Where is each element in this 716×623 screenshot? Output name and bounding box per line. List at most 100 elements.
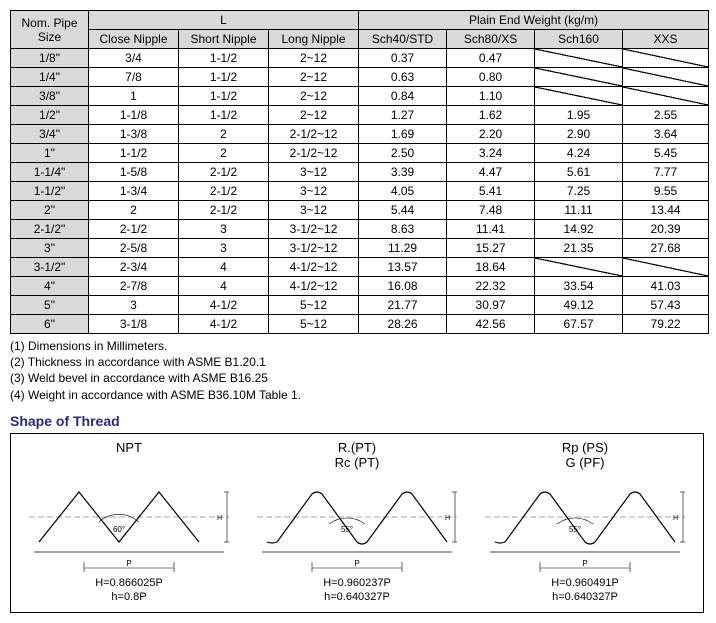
- table-cell: 16.08: [359, 277, 447, 296]
- table-cell: 0.84: [359, 87, 447, 106]
- table-cell: 4.47: [447, 163, 535, 182]
- table-cell: 21.35: [535, 239, 623, 258]
- table-cell: 0.80: [447, 68, 535, 87]
- table-cell: 2-7/8: [89, 277, 179, 296]
- table-cell: 9.55: [623, 182, 709, 201]
- table-cell: 2~12: [269, 87, 359, 106]
- table-cell: 15.27: [447, 239, 535, 258]
- table-cell: 28.26: [359, 315, 447, 334]
- table-cell: 2.20: [447, 125, 535, 144]
- table-cell: 2.50: [359, 144, 447, 163]
- table-row-size: 3": [11, 239, 89, 258]
- table-cell: 5.44: [359, 201, 447, 220]
- table-cell: 5~12: [269, 296, 359, 315]
- table-cell: 2: [179, 144, 269, 163]
- table-cell: 4-1/2: [179, 296, 269, 315]
- table-cell: 3: [89, 296, 179, 315]
- table-cell: [623, 87, 709, 106]
- table-row-size: 3/8": [11, 87, 89, 106]
- thread-label: Rp (PS)G (PF): [475, 440, 695, 472]
- table-row-size: 2-1/2": [11, 220, 89, 239]
- pipe-table: Nom. Pipe Size L Plain End Weight (kg/m)…: [10, 10, 709, 334]
- table-cell: 1.62: [447, 106, 535, 125]
- svg-text:P: P: [354, 559, 359, 568]
- table-cell: 18.64: [447, 258, 535, 277]
- table-cell: 3.39: [359, 163, 447, 182]
- thread-ps: Rp (PS)G (PF) 55° P H H=0.960491Ph=0.640…: [475, 440, 695, 608]
- table-cell: 41.03: [623, 277, 709, 296]
- table-cell: 2: [89, 201, 179, 220]
- table-cell: 3.24: [447, 144, 535, 163]
- table-cell: 1: [89, 87, 179, 106]
- table-row-size: 1/4": [11, 68, 89, 87]
- table-cell: 5.45: [623, 144, 709, 163]
- table-cell: 1.27: [359, 106, 447, 125]
- table-cell: 20.39: [623, 220, 709, 239]
- svg-text:55°: 55°: [341, 525, 353, 534]
- thread-label: R.(PT)Rc (PT): [247, 440, 467, 472]
- table-cell: 5.41: [447, 182, 535, 201]
- table-cell: 1-1/2: [179, 106, 269, 125]
- table-cell: 49.12: [535, 296, 623, 315]
- svg-text:H: H: [445, 515, 450, 522]
- table-cell: 1-1/2: [179, 87, 269, 106]
- svg-text:H: H: [217, 515, 222, 522]
- table-row-size: 3/4": [11, 125, 89, 144]
- table-cell: 2: [179, 125, 269, 144]
- col-sch40-std: Sch40/STD: [359, 30, 447, 49]
- table-cell: 33.54: [535, 277, 623, 296]
- table-cell: 3: [179, 239, 269, 258]
- col-size: Nom. Pipe Size: [11, 11, 89, 49]
- table-cell: 4: [179, 258, 269, 277]
- table-cell: 13.57: [359, 258, 447, 277]
- table-cell: 8.63: [359, 220, 447, 239]
- thread-label: NPT: [19, 440, 239, 472]
- table-cell: 14.92: [535, 220, 623, 239]
- thread-formula: H=0.866025Ph=0.8P: [19, 576, 239, 605]
- table-row-size: 1/8": [11, 49, 89, 68]
- table-cell: 2-3/4: [89, 258, 179, 277]
- col-short-nipple: Short Nipple: [179, 30, 269, 49]
- table-cell: 1-1/8: [89, 106, 179, 125]
- col-L: L: [89, 11, 359, 30]
- col-sch160: Sch160: [535, 30, 623, 49]
- table-cell: 7.48: [447, 201, 535, 220]
- table-cell: 30.97: [447, 296, 535, 315]
- table-cell: 3~12: [269, 163, 359, 182]
- notes: (1) Dimensions in Millimeters.(2) Thickn…: [10, 338, 706, 403]
- table-cell: 21.77: [359, 296, 447, 315]
- table-cell: [535, 68, 623, 87]
- table-cell: 2-1/2: [179, 201, 269, 220]
- table-cell: 2~12: [269, 106, 359, 125]
- table-cell: 2.90: [535, 125, 623, 144]
- table-cell: 3-1/2~12: [269, 239, 359, 258]
- table-cell: 3~12: [269, 201, 359, 220]
- table-row-size: 1": [11, 144, 89, 163]
- table-row-size: 2": [11, 201, 89, 220]
- table-cell: 3.64: [623, 125, 709, 144]
- table-cell: 2-1/2: [179, 182, 269, 201]
- col-xxs: XXS: [623, 30, 709, 49]
- table-cell: 22.32: [447, 277, 535, 296]
- table-cell: 79.22: [623, 315, 709, 334]
- table-cell: 7.77: [623, 163, 709, 182]
- table-cell: 4.05: [359, 182, 447, 201]
- table-cell: 1-3/4: [89, 182, 179, 201]
- table-cell: 4-1/2~12: [269, 258, 359, 277]
- table-cell: 7.25: [535, 182, 623, 201]
- table-cell: [623, 68, 709, 87]
- note-line: (1) Dimensions in Millimeters.: [10, 338, 706, 354]
- note-line: (4) Weight in accordance with ASME B36.1…: [10, 387, 706, 403]
- table-row-size: 3-1/2": [11, 258, 89, 277]
- table-cell: 3-1/2~12: [269, 220, 359, 239]
- table-cell: 4: [179, 277, 269, 296]
- note-line: (2) Thickness in accordance with ASME B1…: [10, 354, 706, 370]
- svg-text:H: H: [673, 515, 678, 522]
- col-close-nipple: Close Nipple: [89, 30, 179, 49]
- thread-formula: H=0.960237Ph=0.640327P: [247, 576, 467, 605]
- table-cell: 11.41: [447, 220, 535, 239]
- table-cell: 1-1/2: [89, 144, 179, 163]
- table-row-size: 6": [11, 315, 89, 334]
- svg-text:P: P: [126, 559, 131, 568]
- svg-text:60°: 60°: [113, 525, 125, 534]
